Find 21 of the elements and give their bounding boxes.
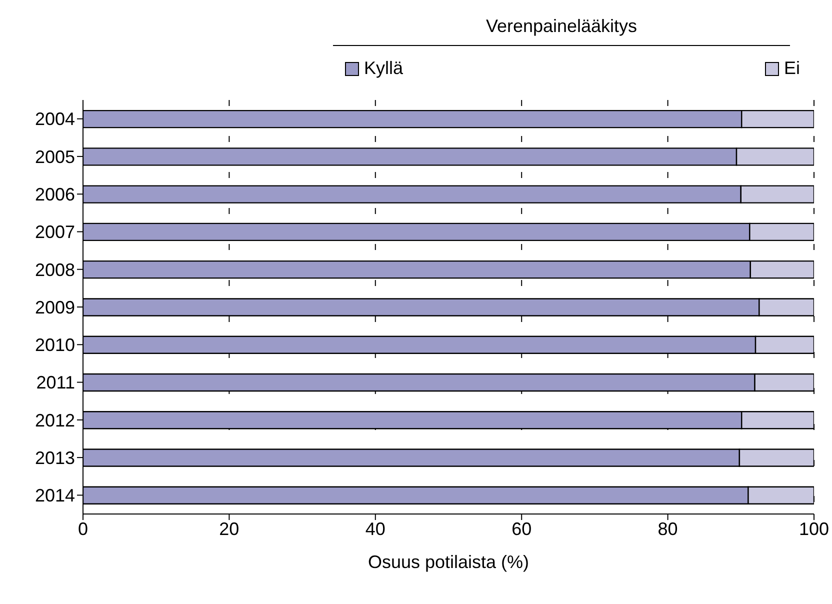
- x-tick-label: 80: [658, 518, 678, 539]
- x-tick-label: 0: [78, 518, 88, 539]
- y-tick-label: 2005: [34, 146, 75, 167]
- x-tick-label: 40: [365, 518, 386, 539]
- y-tick-label: 2008: [34, 260, 75, 280]
- y-tick-label: 2014: [34, 486, 75, 506]
- y-tick-label: 2010: [34, 335, 75, 356]
- y-tick-label: 2006: [34, 184, 75, 204]
- y-tick-label: 2012: [34, 410, 75, 430]
- y-tick-label: 2011: [36, 372, 75, 393]
- x-tick-label: 100: [798, 518, 830, 539]
- x-tick-label: 20: [219, 518, 240, 539]
- legend-label: Ei: [784, 58, 800, 79]
- y-tick-label: 2013: [34, 448, 75, 468]
- y-tick-label: 2007: [34, 222, 75, 242]
- x-tick-label: 60: [512, 518, 532, 539]
- y-tick-label: 2004: [34, 109, 75, 130]
- x-axis-title: Osuus potilaista (%): [368, 552, 530, 572]
- y-tick-label: 2009: [34, 297, 75, 318]
- legend-title: Verenpainelääkitys: [484, 16, 638, 37]
- legend-label: Kyllä: [364, 58, 404, 79]
